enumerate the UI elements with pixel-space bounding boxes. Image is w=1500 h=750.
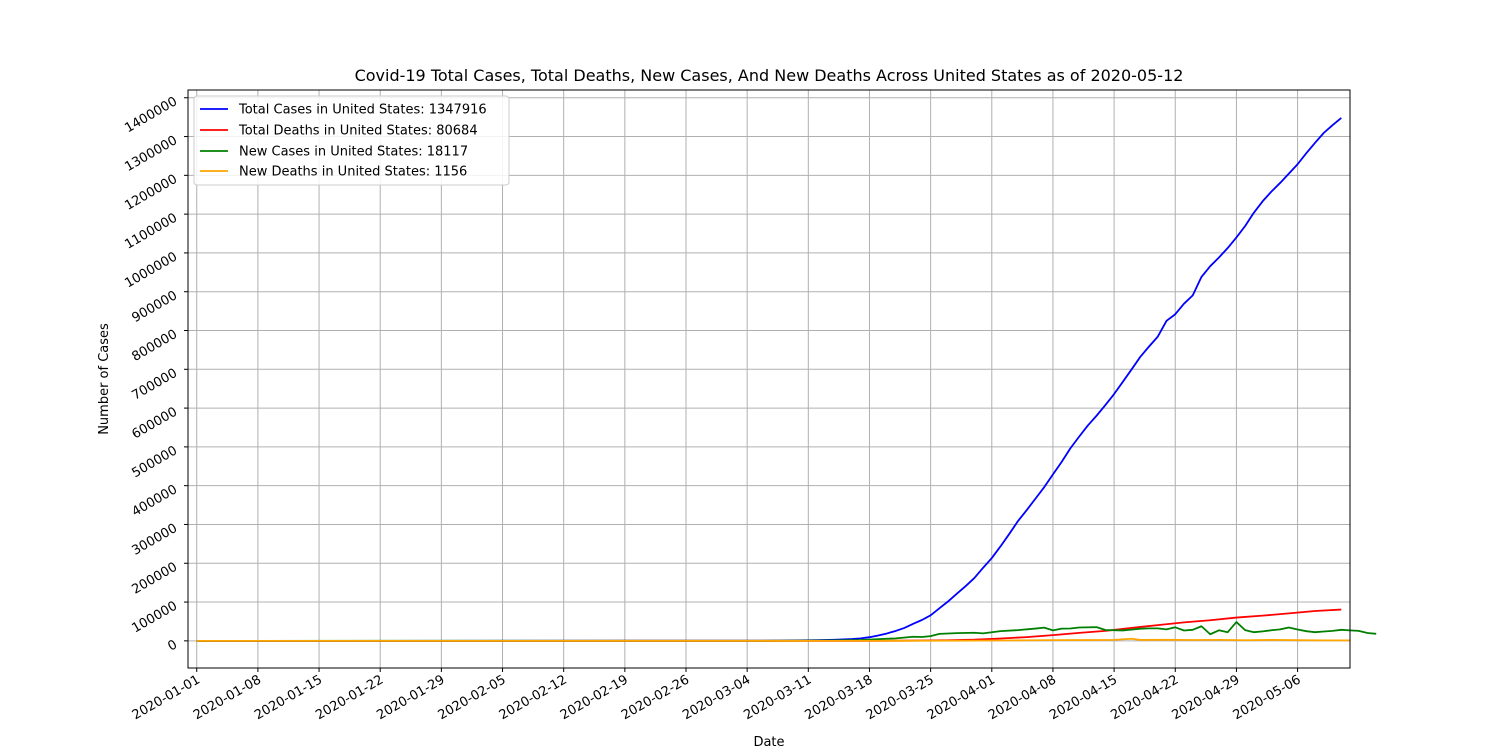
x-tick-label: 2020-04-22 [1108, 672, 1181, 723]
legend: Total Cases in United States: 1347916 To… [193, 95, 510, 186]
y-tick-label: 700000 [130, 366, 180, 404]
y-tick-label: 1400000 [122, 94, 180, 136]
x-tick-label: 2020-03-18 [803, 672, 876, 723]
legend-label-new-cases: New Cases in United States: 18117 [239, 145, 468, 160]
y-tick-label: 1000000 [122, 249, 180, 291]
y-tick-label: 1100000 [122, 211, 180, 253]
series-line-total-cases [196, 117, 1342, 642]
x-tick-label: 2020-04-08 [986, 672, 1059, 723]
y-tick-label: 900000 [130, 288, 180, 326]
legend-label-new-deaths: New Deaths in United States: 1156 [239, 165, 467, 180]
x-tick-label: 2020-01-01 [130, 672, 203, 723]
chart-title: Covid-19 Total Cases, Total Deaths, New … [355, 66, 1184, 85]
y-tick-label: 400000 [130, 482, 180, 520]
y-tick-label: 300000 [130, 521, 180, 559]
x-axis-label: Date [753, 735, 784, 750]
x-tick-label: 2020-01-15 [252, 672, 325, 723]
x-tick-label: 2020-03-25 [864, 672, 937, 723]
y-tick-label: 200000 [130, 560, 180, 598]
grid [188, 90, 1350, 668]
legend-label-total-cases: Total Cases in United States: 1347916 [238, 103, 487, 118]
x-tick-label: 2020-04-01 [925, 672, 998, 723]
plot-frame [187, 89, 1351, 669]
x-tick-label: 2020-02-05 [436, 672, 509, 723]
x-tick-label: 2020-01-29 [374, 672, 447, 723]
legend-label-total-deaths: Total Deaths in United States: 80684 [238, 124, 478, 139]
x-tick-label: 2020-01-08 [191, 672, 264, 723]
y-tick-label: 500000 [130, 443, 180, 481]
y-tick-label: 800000 [130, 327, 180, 365]
series-line-new-cases [196, 621, 1377, 642]
series-line-total-deaths [196, 608, 1342, 642]
x-tick-label: 2020-04-29 [1169, 672, 1242, 723]
y-axis-ticks: 0100000200000300000400000500000600000700… [122, 94, 188, 654]
x-tick-label: 2020-03-04 [680, 672, 753, 723]
x-tick-label: 2020-05-06 [1231, 672, 1304, 723]
y-tick-label: 1300000 [122, 133, 180, 175]
series-lines [196, 117, 1377, 642]
y-tick-label: 600000 [130, 405, 180, 443]
x-tick-label: 2020-03-11 [741, 672, 814, 723]
x-tick-label: 2020-02-12 [497, 672, 570, 723]
x-tick-label: 2020-01-22 [313, 672, 386, 723]
x-tick-label: 2020-02-26 [619, 672, 692, 723]
x-tick-label: 2020-02-19 [558, 672, 631, 723]
y-axis-label: Number of Cases [97, 323, 112, 435]
y-tick-label: 1200000 [122, 172, 180, 214]
x-tick-label: 2020-04-15 [1047, 672, 1120, 723]
legend-box [193, 95, 510, 186]
series-line-new-deaths [196, 637, 1351, 642]
y-tick-label: 0 [165, 637, 180, 654]
x-axis-ticks: 2020-01-012020-01-082020-01-152020-01-22… [130, 668, 1304, 723]
y-tick-label: 100000 [130, 599, 180, 637]
